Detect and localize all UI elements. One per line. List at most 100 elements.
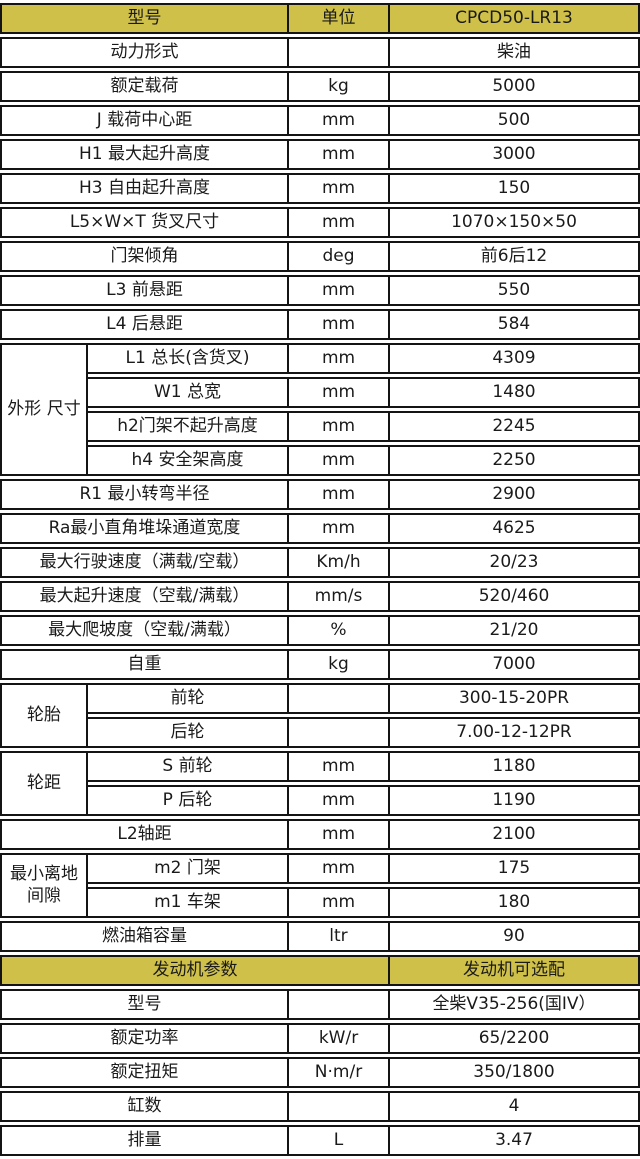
spec-unit-cell: mm (287, 411, 388, 442)
spec-label-cell: m1 车架 (88, 887, 287, 918)
engine-section-header-row: 发动机参数 发动机可选配 (0, 955, 640, 986)
spec-row: 最小离地间隙 m2 门架 mm 175 (0, 853, 640, 918)
spec-table-body: 型号 单位 CPCD50-LR13 动力形式 柴油 额定载荷 kg 5000 J 载荷中心距 mm… (0, 3, 640, 1156)
spec-unit-cell: mm/s (287, 581, 388, 612)
spec-value-cell: 7.00-12-12PR (388, 717, 640, 748)
spec-value-cell: 柴油 (388, 37, 640, 68)
spec-label-cell: 后轮 (88, 717, 287, 748)
spec-value-cell: 5000 (388, 71, 640, 102)
spec-row: H1 最大起升高度 mm 3000 (0, 139, 640, 170)
spec-unit-cell: kW/r (287, 1023, 388, 1054)
spec-unit-cell: mm (287, 173, 388, 204)
spec-row: R1 最小转弯半径 mm 2900 (0, 479, 640, 510)
spec-unit-cell: kg (287, 71, 388, 102)
spec-unit-cell: ltr (287, 921, 388, 952)
spec-row: 额定载荷 kg 5000 (0, 71, 640, 102)
spec-label-cell: L1 总长(含货叉) (88, 343, 287, 374)
spec-row: H3 自由起升高度 mm 150 (0, 173, 640, 204)
spec-group-cell: 最小离地间隙 (0, 853, 88, 918)
spec-group-cell: 外形 尺寸 (0, 343, 88, 476)
spec-unit-cell: mm (287, 207, 388, 238)
spec-group-cell: 轮胎 (0, 683, 88, 748)
spec-unit-cell (287, 989, 388, 1020)
spec-row: m1 车架 mm 180 (0, 887, 640, 918)
spec-value-cell: 180 (388, 887, 640, 918)
spec-value-cell: 前6后12 (388, 241, 640, 272)
spec-value-cell: 20/23 (388, 547, 640, 578)
spec-unit-cell: mm (287, 105, 388, 136)
spec-label-cell: 缸数 (0, 1091, 287, 1122)
spec-value-cell: 全柴V35-256(国IV） (388, 989, 640, 1020)
spec-value-cell: 21/20 (388, 615, 640, 646)
spec-row: 外形 尺寸 L1 总长(含货叉) mm 4309 (0, 343, 640, 476)
spec-label-cell: 前轮 (88, 683, 287, 714)
spec-label-cell: 额定载荷 (0, 71, 287, 102)
spec-label-cell: 燃油箱容量 (0, 921, 287, 952)
spec-row: 后轮 7.00-12-12PR (0, 717, 640, 748)
spec-label-cell: 门架倾角 (0, 241, 287, 272)
spec-unit-cell (287, 37, 388, 68)
model-value-header-cell: CPCD50-LR13 (388, 3, 640, 34)
spec-label-cell: J 载荷中心距 (0, 105, 287, 136)
engine-spec-row: 排量 L 3.47 (0, 1125, 640, 1156)
spec-label-cell: 最大起升速度（空载/满载） (0, 581, 287, 612)
spec-value-cell: 150 (388, 173, 640, 204)
spec-value-cell: 520/460 (388, 581, 640, 612)
spec-label-cell: 动力形式 (0, 37, 287, 68)
spec-value-cell: 350/1800 (388, 1057, 640, 1088)
spec-label-cell: P 后轮 (88, 785, 287, 816)
spec-label-cell: H3 自由起升高度 (0, 173, 287, 204)
model-header-cell: 型号 (0, 3, 287, 34)
engine-spec-row: 缸数 4 (0, 1091, 640, 1122)
spec-unit-cell: mm (287, 887, 388, 918)
spec-row: 最大起升速度（空载/满载） mm/s 520/460 (0, 581, 640, 612)
spec-label-cell: L5×W×T 货叉尺寸 (0, 207, 287, 238)
spec-unit-cell: mm (287, 479, 388, 510)
spec-row: 燃油箱容量 ltr 90 (0, 921, 640, 952)
spec-value-cell: 65/2200 (388, 1023, 640, 1054)
spec-value-cell: 550 (388, 275, 640, 306)
spec-value-cell: 1180 (388, 751, 640, 782)
spec-row: 最大爬坡度（空载/满载）% 21/20 (0, 615, 640, 646)
spec-unit-cell: Km/h (287, 547, 388, 578)
spec-unit-cell: mm (287, 853, 388, 884)
spec-row: 轮胎 前轮 300-15-20PR (0, 683, 640, 748)
spec-label-cell: 型号 (0, 989, 287, 1020)
spec-unit-cell: L (287, 1125, 388, 1156)
spec-value-cell: 175 (388, 853, 640, 884)
spec-group-cell: 轮距 (0, 751, 88, 816)
spec-value-cell: 500 (388, 105, 640, 136)
spec-value-cell: 90 (388, 921, 640, 952)
spec-label-cell: 排量 (0, 1125, 287, 1156)
spec-value-cell: 7000 (388, 649, 640, 680)
engine-spec-row: 额定功率 kW/r 65/2200 (0, 1023, 640, 1054)
spec-value-cell: 2245 (388, 411, 640, 442)
spec-value-cell: 584 (388, 309, 640, 340)
spec-row: J 载荷中心距 mm 500 (0, 105, 640, 136)
spec-unit-cell (287, 717, 388, 748)
table-header-row: 型号 单位 CPCD50-LR13 (0, 3, 640, 34)
spec-label-cell: S 前轮 (88, 751, 287, 782)
spec-label-cell: h4 安全架高度 (88, 445, 287, 476)
spec-value-cell: 3.47 (388, 1125, 640, 1156)
spec-unit-cell: mm (287, 343, 388, 374)
spec-value-cell: 4 (388, 1091, 640, 1122)
spec-row: L3 前悬距 mm 550 (0, 275, 640, 306)
spec-row: 动力形式 柴油 (0, 37, 640, 68)
spec-label-cell: 最大行驶速度（满载/空载） (0, 547, 287, 578)
spec-unit-cell (287, 1091, 388, 1122)
spec-unit-cell: % (287, 615, 388, 646)
spec-label-cell: h2门架不起升高度 (88, 411, 287, 442)
spec-row: 轮距 S 前轮 mm 1180 (0, 751, 640, 816)
spec-label-cell: 额定功率 (0, 1023, 287, 1054)
spec-row: h2门架不起升高度 mm 2245 (0, 411, 640, 442)
spec-row: P 后轮 mm 1190 (0, 785, 640, 816)
spec-value-cell: 2100 (388, 819, 640, 850)
unit-header-cell: 单位 (287, 3, 388, 34)
spec-row: W1 总宽 mm 1480 (0, 377, 640, 408)
spec-row: L2轴距 mm 2100 (0, 819, 640, 850)
spec-value-cell: 4309 (388, 343, 640, 374)
spec-value-cell: 1190 (388, 785, 640, 816)
spec-label-cell: H1 最大起升高度 (0, 139, 287, 170)
